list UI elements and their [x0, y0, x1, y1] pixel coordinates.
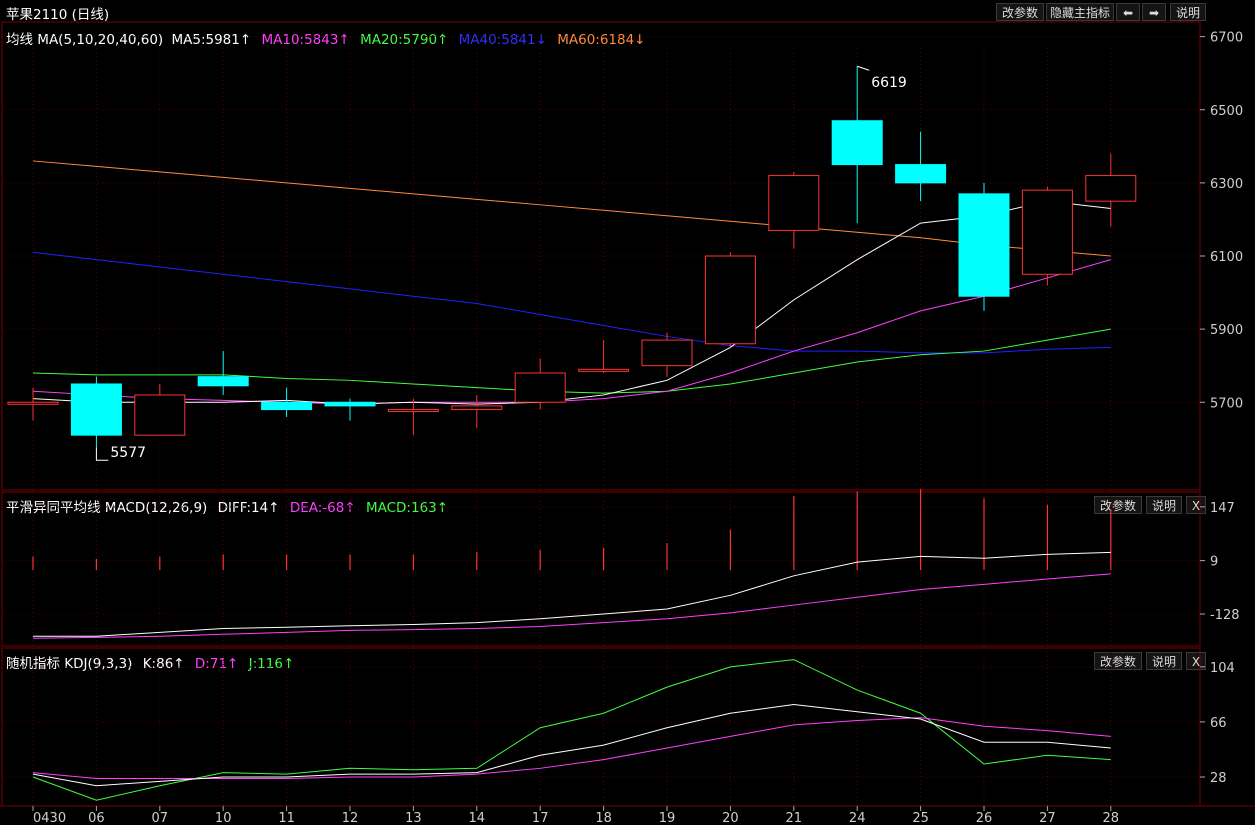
low-marker-line [95, 447, 109, 461]
chart-title: 苹果2110 (日线) [6, 7, 110, 23]
x-tick-label: 20 [722, 811, 739, 825]
diff-value: DIFF:14↑ [217, 500, 280, 516]
ma40-value: MA40:5841↓ [458, 32, 547, 48]
x-tick-label: 06 [88, 811, 105, 825]
d-line [32, 717, 1111, 779]
j-line [32, 659, 1111, 801]
x-tick-label: 14 [469, 811, 486, 825]
candle-up [641, 339, 693, 367]
high-marker-line [857, 65, 870, 71]
kdj-help-button[interactable]: 说明 [1146, 652, 1182, 670]
kdj-panel-frame [1, 647, 1201, 807]
candle-down [197, 376, 249, 387]
diff-line [33, 551, 1111, 637]
x-tick-label: 24 [849, 811, 866, 825]
dea-line [32, 573, 1111, 639]
low-price-label: 5577 [110, 445, 146, 461]
help-button[interactable]: 说明 [1170, 3, 1206, 21]
x-tick-label: 12 [342, 811, 359, 825]
candle-up [1021, 189, 1073, 275]
k-value: K:86↑ [142, 656, 185, 672]
d-value: D:71↑ [194, 656, 239, 672]
y-tick-label: 6700 [1210, 31, 1243, 46]
candle-down [261, 401, 313, 411]
x-tick-label: 07 [152, 811, 169, 825]
hide-main-indicator-button[interactable]: 隐藏主指标 [1046, 3, 1114, 21]
candle-down [324, 401, 376, 407]
candle-up [514, 372, 566, 403]
y-tick-label: -128 [1210, 608, 1240, 623]
candle-up [134, 394, 186, 436]
candle-up [387, 409, 439, 413]
candle-up [704, 255, 756, 345]
x-tick-label: 19 [659, 811, 676, 825]
macd-panel-frame [1, 491, 1201, 647]
y-tick-label: 6100 [1210, 250, 1243, 265]
ma-legend: 均线 MA(5,10,20,40,60) MA5:5981↑ MA10:5843… [6, 28, 652, 48]
y-tick-label: 5900 [1210, 323, 1243, 338]
x-tick-label: 27 [1039, 811, 1056, 825]
x-tick-label: 17 [532, 811, 549, 825]
high-price-label: 6619 [871, 75, 907, 91]
ma20-value: MA20:5790↑ [360, 32, 449, 48]
ma5-value: MA5:5981↑ [171, 32, 252, 48]
x-tick-label: 0430 [33, 811, 66, 825]
y-tick-label: 6500 [1210, 104, 1243, 119]
x-tick-label: 11 [278, 811, 295, 825]
kdj-legend: 随机指标 KDJ(9,3,3) K:86↑ D:71↑ J:116↑ [6, 652, 300, 672]
macd-close-button[interactable]: X [1186, 496, 1206, 514]
candle-down [70, 383, 122, 436]
candle-up [578, 368, 630, 372]
candle-down [895, 164, 947, 184]
x-tick-label: 21 [786, 811, 803, 825]
y-tick-label: 5700 [1210, 396, 1243, 411]
arrow-left-icon[interactable]: ⬅ [1116, 3, 1140, 21]
kdj-params-button[interactable]: 改参数 [1094, 652, 1142, 670]
macd-value: MACD:163↑ [365, 500, 449, 516]
j-value: J:116↑ [248, 656, 295, 672]
y-tick-label: 6300 [1210, 177, 1243, 192]
change-params-button[interactable]: 改参数 [996, 3, 1044, 21]
x-tick-label: 26 [976, 811, 993, 825]
candle-down [958, 193, 1010, 297]
ma-indicator-name: 均线 MA(5,10,20,40,60) [6, 32, 164, 48]
kdj-close-button[interactable]: X [1186, 652, 1206, 670]
ma60-value: MA60:6184↓ [557, 32, 646, 48]
ma-line-ma20 [32, 328, 1111, 394]
candle-up [451, 405, 503, 411]
candle-up [1085, 175, 1137, 202]
macd-legend: 平滑异同平均线 MACD(12,26,9) DIFF:14↑ DEA:-68↑ … [6, 496, 454, 516]
x-tick-label: 10 [215, 811, 232, 825]
candle-up [7, 401, 59, 405]
ma-line-ma10 [32, 259, 1111, 405]
k-line [32, 704, 1111, 787]
ma10-value: MA10:5843↑ [261, 32, 350, 48]
x-tick-label: 28 [1103, 811, 1120, 825]
kdj-indicator-name: 随机指标 KDJ(9,3,3) [6, 656, 133, 672]
ma-line-ma40 [32, 251, 1111, 354]
x-tick-label: 18 [595, 811, 612, 825]
macd-help-button[interactable]: 说明 [1146, 496, 1182, 514]
y-tick-label: 66 [1210, 716, 1227, 731]
y-tick-label: 147 [1210, 501, 1235, 516]
candle-up [768, 175, 820, 231]
macd-indicator-name: 平滑异同平均线 MACD(12,26,9) [6, 500, 208, 516]
y-tick-label: 104 [1210, 661, 1235, 676]
macd-params-button[interactable]: 改参数 [1094, 496, 1142, 514]
candle-down [831, 120, 883, 166]
arrow-right-icon[interactable]: ➡ [1142, 3, 1166, 21]
y-tick-label: 9 [1210, 555, 1218, 570]
ma-line-ma5 [32, 200, 1111, 405]
y-tick-label: 28 [1210, 771, 1227, 786]
x-tick-label: 25 [912, 811, 929, 825]
ma-line-ma60 [32, 160, 1111, 257]
dea-value: DEA:-68↑ [289, 500, 356, 516]
x-tick-label: 13 [405, 811, 422, 825]
